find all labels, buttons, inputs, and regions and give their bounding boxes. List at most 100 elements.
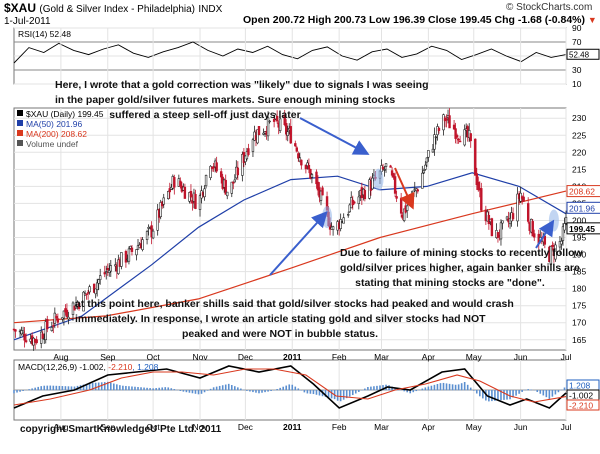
histogram-bar [212,387,215,391]
candle-body [454,128,457,139]
histogram-bar [488,390,490,402]
candle-body [151,230,155,239]
histogram-bar [73,386,76,391]
histogram-bar [460,383,463,391]
candle-body [247,148,250,155]
candle-body [120,252,123,267]
candle-body [251,139,255,152]
candle-body [35,339,38,344]
macd-legend-part: MACD(12,26,9) -1.002, [18,362,108,372]
histogram-bar [482,390,484,399]
rsi-value-badge [566,48,600,60]
x-tick-label: Jun [514,422,528,432]
price-legend-entry: MA(200) 208.62 [26,129,87,139]
histogram-bar [249,390,251,392]
histogram-bar [279,387,281,391]
candle-body [226,191,229,197]
histogram-bar [318,390,321,396]
histogram-bar [433,384,436,391]
x-tick-label: Apr [422,352,435,362]
histogram-bar [122,385,124,391]
candle-body [543,235,547,245]
histogram-bar [227,383,230,391]
histogram-bar [155,388,157,391]
histogram-bar [394,388,396,391]
price-legend-entry: Volume undef [26,139,79,149]
histogram-bar [170,388,173,391]
histogram-bar [448,383,451,391]
arrow-selloff [394,167,415,210]
histogram-bar [19,390,21,392]
histogram-bar [270,390,272,392]
histogram-bar [22,390,24,392]
candle-body [95,282,99,291]
index-name: (Gold & Silver Index - Philadelphia) [39,4,195,15]
histogram-bar [246,390,248,391]
price-tick-label: 200 [572,215,586,225]
histogram-bar [82,384,85,391]
price-badge-box [566,201,600,214]
candle-body [167,191,170,199]
histogram-bar [430,385,433,391]
candle-body [347,214,350,216]
histogram-bar [445,383,448,391]
annotation-line: suffered a steep sell-off just days late… [109,109,301,121]
price-tick-label: 190 [572,250,586,260]
histogram-bar [200,390,203,394]
candle-body [384,163,388,167]
histogram-bar [43,385,46,391]
histogram-bar [348,390,351,397]
price-badge-label: 201.96 [569,203,595,213]
histogram-bar [182,390,185,392]
candle-body [315,171,318,185]
histogram-bar [134,386,136,391]
price-badge [566,201,600,214]
histogram-bar [345,390,348,399]
candle-body [474,138,477,176]
candle-body [433,134,436,150]
histogram-bar [179,390,182,391]
annotation-failure: Due to failure of mining stocks to recen… [340,246,583,291]
candle-body [424,164,427,170]
candle-body [52,325,55,327]
candle-body [129,245,132,249]
candle-body [522,196,525,202]
candle-body [412,190,415,197]
histogram-bar [285,385,288,391]
histogram-bar [530,389,533,391]
histogram-bar [330,390,333,399]
histogram-bar [85,383,88,391]
histogram-bar [55,385,58,391]
price-tick-label: 215 [572,164,586,174]
histogram-bar [185,390,188,393]
histogram-bar [215,386,218,391]
macd-badge-box [566,399,600,411]
histogram-bar [31,388,33,391]
histogram-bar [469,387,472,391]
candle-body [511,213,515,220]
candle-body [475,173,478,186]
candle-body [371,177,374,190]
histogram-bar [306,390,309,394]
candle-body [452,124,456,130]
x-tick-label: Aug [53,352,68,362]
candle-body [67,316,70,320]
candle-body [289,126,292,144]
candle-body [92,283,96,293]
candle-body [245,151,249,160]
histogram-bar [291,384,294,391]
histogram-bar [13,390,15,394]
histogram-bar [234,386,236,391]
candle-body [198,195,202,210]
candle-body [339,218,342,229]
x-tick-label: Nov [192,352,208,362]
histogram-bar [252,390,254,393]
price-tick-label: 225 [572,130,586,140]
histogram-bar [542,390,545,396]
histogram-bar [327,390,330,398]
histogram-bar [300,390,303,391]
annotation-peak: at this point here, banker shills said t… [75,297,514,342]
histogram-bar [267,390,269,392]
histogram-bar [536,390,539,393]
x-tick-label: Jul [561,352,572,362]
